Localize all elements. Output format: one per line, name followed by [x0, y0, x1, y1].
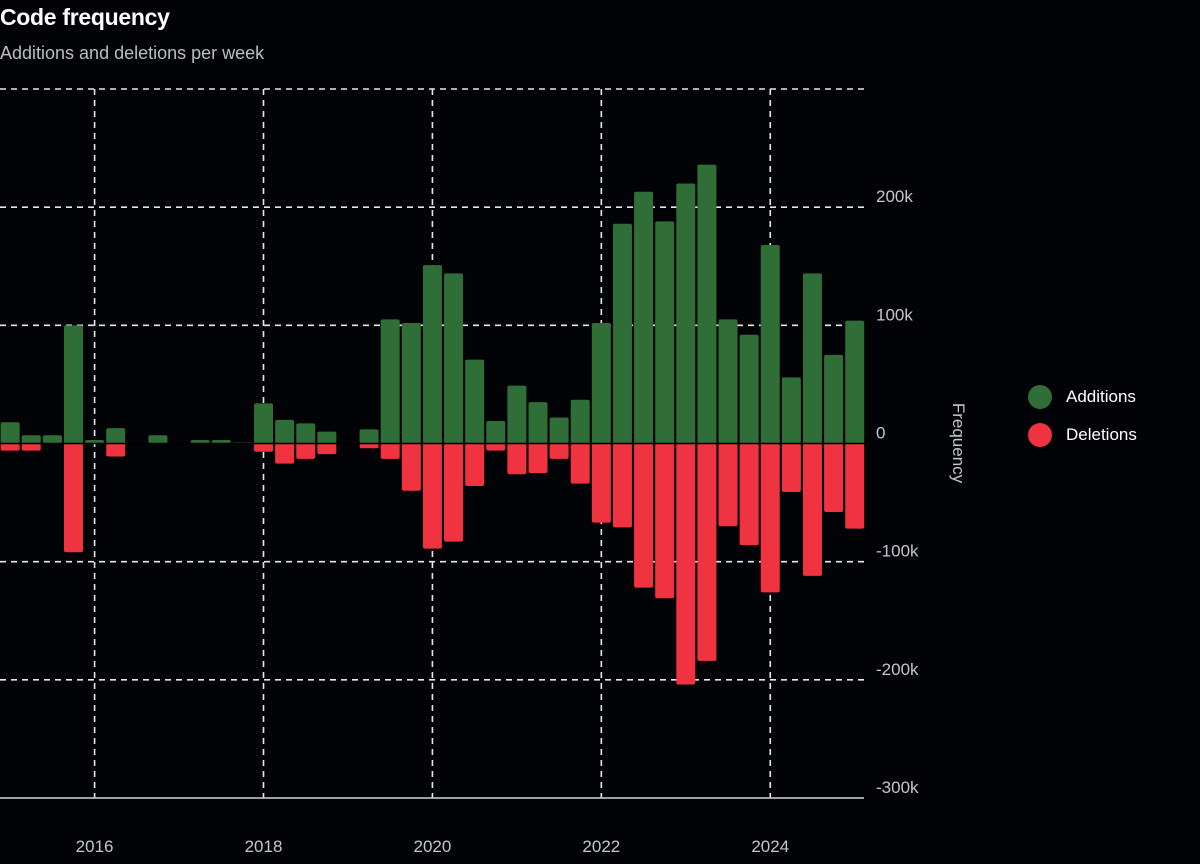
bar-deletions[interactable]: [718, 443, 738, 527]
bar-deletions[interactable]: [549, 443, 569, 459]
bar-additions[interactable]: [570, 399, 590, 444]
y-axis-label: Frequency: [949, 403, 968, 484]
bar-additions[interactable]: [148, 435, 168, 444]
bar-additions[interactable]: [739, 334, 759, 444]
legend-item-additions[interactable]: Additions: [1028, 378, 1137, 416]
bar-additions[interactable]: [465, 359, 485, 444]
bar-additions[interactable]: [845, 320, 865, 444]
bar-deletions[interactable]: [275, 443, 295, 464]
bar-additions[interactable]: [296, 423, 316, 444]
legend-swatch-deletions: [1028, 423, 1052, 447]
bar-additions[interactable]: [549, 417, 569, 444]
legend-swatch-additions: [1028, 385, 1052, 409]
bar-additions[interactable]: [317, 431, 337, 444]
bar-deletions[interactable]: [824, 443, 844, 513]
bar-additions[interactable]: [380, 319, 400, 444]
bar-additions[interactable]: [275, 419, 295, 444]
legend-item-deletions[interactable]: Deletions: [1028, 416, 1137, 454]
bar-deletions[interactable]: [612, 443, 632, 528]
legend: Additions Deletions: [1028, 378, 1137, 454]
bar-additions[interactable]: [697, 164, 717, 444]
bar-deletions[interactable]: [507, 443, 527, 475]
bar-deletions[interactable]: [317, 443, 337, 455]
bar-additions[interactable]: [211, 439, 231, 444]
bar-additions[interactable]: [718, 319, 738, 444]
y-tick-label: 200k: [876, 187, 913, 206]
bar-additions[interactable]: [802, 273, 822, 444]
x-tick-label: 2020: [414, 837, 452, 856]
x-tick-label: 2018: [245, 837, 283, 856]
bar-deletions[interactable]: [254, 443, 274, 452]
bar-deletions[interactable]: [486, 443, 506, 451]
chart-subtitle: Additions and deletions per week: [0, 43, 265, 63]
bar-deletions[interactable]: [422, 443, 442, 549]
bar-additions[interactable]: [21, 435, 41, 444]
bar-additions[interactable]: [655, 221, 675, 444]
bar-additions[interactable]: [444, 273, 464, 444]
bar-deletions[interactable]: [570, 443, 590, 484]
bar-deletions[interactable]: [106, 443, 126, 457]
bar-additions[interactable]: [0, 422, 20, 444]
bar-deletions[interactable]: [380, 443, 400, 459]
chart-title: Code frequency: [0, 4, 170, 30]
bar-deletions[interactable]: [802, 443, 822, 576]
bar-deletions[interactable]: [0, 443, 20, 451]
bar-additions[interactable]: [760, 244, 780, 444]
bar-deletions[interactable]: [296, 443, 316, 459]
bar-additions[interactable]: [612, 223, 632, 444]
bar-deletions[interactable]: [634, 443, 654, 588]
bar-additions[interactable]: [254, 403, 274, 444]
bar-deletions[interactable]: [760, 443, 780, 593]
bar-deletions[interactable]: [781, 443, 801, 492]
x-tick-label: 2016: [76, 837, 114, 856]
bar-deletions[interactable]: [845, 443, 865, 529]
bar-additions[interactable]: [781, 377, 801, 444]
y-tick-label: 0: [876, 424, 885, 443]
bar-deletions[interactable]: [359, 443, 379, 449]
bar-deletions[interactable]: [21, 443, 41, 451]
y-tick-label: 100k: [876, 305, 913, 324]
bar-deletions[interactable]: [401, 443, 421, 491]
bar-additions[interactable]: [528, 402, 548, 444]
bar-deletions[interactable]: [697, 443, 717, 661]
bar-additions[interactable]: [422, 265, 442, 444]
bar-additions[interactable]: [507, 385, 527, 444]
bar-deletions[interactable]: [528, 443, 548, 474]
legend-label-additions: Additions: [1066, 387, 1136, 406]
y-tick-label: -100k: [876, 542, 919, 561]
x-tick-label: 2022: [582, 837, 620, 856]
bar-additions[interactable]: [85, 439, 105, 444]
bar-additions[interactable]: [676, 183, 696, 444]
bar-deletions[interactable]: [465, 443, 485, 487]
bar-additions[interactable]: [634, 191, 654, 444]
bar-additions[interactable]: [401, 322, 421, 444]
bar-deletions[interactable]: [63, 443, 83, 553]
bar-additions[interactable]: [591, 322, 611, 444]
y-tick-label: -200k: [876, 660, 919, 679]
y-tick-label: -300k: [876, 778, 919, 797]
bar-deletions[interactable]: [739, 443, 759, 546]
bar-deletions[interactable]: [444, 443, 464, 542]
bar-deletions[interactable]: [676, 443, 696, 685]
bar-additions[interactable]: [824, 354, 844, 444]
bar-additions[interactable]: [486, 421, 506, 444]
bar-deletions[interactable]: [591, 443, 611, 523]
bars: [0, 164, 865, 685]
x-tick-label: 2024: [751, 837, 789, 856]
bar-additions[interactable]: [106, 428, 126, 444]
bar-additions[interactable]: [42, 435, 62, 444]
x-axis-ticks: 2016 2018 2020 2022 2024: [76, 837, 789, 856]
bar-additions[interactable]: [63, 325, 83, 444]
y-axis-ticks: 200k 100k 0 -100k -200k -300k: [876, 187, 919, 797]
bar-additions[interactable]: [359, 429, 379, 444]
legend-label-deletions: Deletions: [1066, 425, 1137, 444]
bar-additions[interactable]: [190, 439, 210, 444]
bar-deletions[interactable]: [655, 443, 675, 599]
